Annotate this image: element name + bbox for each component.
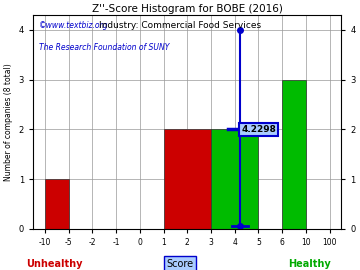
Text: 4.2298: 4.2298 [241,125,276,134]
Text: Industry: Commercial Food Services: Industry: Commercial Food Services [99,21,261,30]
Text: Healthy: Healthy [288,259,331,269]
Bar [211,129,258,229]
Text: Score: Score [166,259,194,269]
Title: Z''-Score Histogram for BOBE (2016): Z''-Score Histogram for BOBE (2016) [92,4,283,14]
Bar [45,179,69,229]
Text: ©www.textbiz.org: ©www.textbiz.org [39,21,109,30]
Text: The Research Foundation of SUNY: The Research Foundation of SUNY [39,43,170,52]
Text: Unhealthy: Unhealthy [26,259,82,269]
Bar [282,80,306,229]
Bar [163,129,211,229]
Y-axis label: Number of companies (8 total): Number of companies (8 total) [4,63,13,181]
